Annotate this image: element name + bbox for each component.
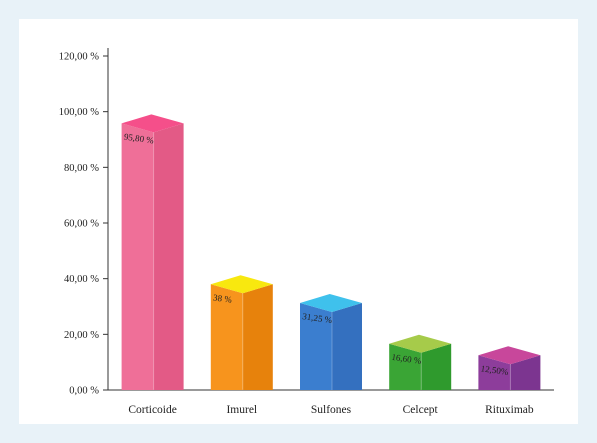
y-tick-label: 120,00 % <box>59 52 100 63</box>
bar-side <box>153 123 184 391</box>
bar-imurel <box>210 275 273 390</box>
bar-side <box>242 284 273 390</box>
y-tick-label: 100,00 % <box>59 107 100 118</box>
bar-top <box>121 114 184 133</box>
bar-side <box>421 343 452 390</box>
chart-panel: 0,00 % 20,00 % 40,00 % 60,00 % 80,00 % 100,00… <box>19 19 578 424</box>
bar-top <box>478 346 541 365</box>
bars <box>121 114 541 391</box>
category-label: Sulfones <box>311 404 352 416</box>
bar-front <box>478 355 511 390</box>
bar-front <box>210 284 243 390</box>
bar-rituximab <box>478 346 541 390</box>
bar-top <box>300 294 362 313</box>
y-tick-label: 0,00 % <box>69 386 99 397</box>
category-label: Corticoide <box>128 404 177 416</box>
data-label: 16,60 % <box>391 352 423 366</box>
y-tick-label: 20,00 % <box>64 330 99 341</box>
bar-front <box>121 123 154 391</box>
data-label: 95,80 % <box>123 131 155 145</box>
y-tick-label: 80,00 % <box>64 163 99 174</box>
data-label: 31,25 % <box>302 311 334 325</box>
bar-front <box>300 303 332 390</box>
bar-corticoide <box>121 114 184 391</box>
y-tick-label: 60,00 % <box>64 219 99 230</box>
category-label: Imurel <box>226 404 257 416</box>
bar-top <box>389 334 452 353</box>
bar-top <box>210 275 273 294</box>
bar-sulfones <box>300 294 362 390</box>
data-label: 38 % <box>213 292 233 305</box>
bar-chart: 0,00 % 20,00 % 40,00 % 60,00 % 80,00 % 100,00… <box>59 48 554 416</box>
bar-celcept <box>389 334 452 390</box>
data-label: 12,50% <box>480 363 509 377</box>
labels: 95,80 % Corticoide 38 % Imurel 31,25 % Sulfon… <box>123 131 534 416</box>
bar-front <box>389 343 422 390</box>
category-label: Celcept <box>403 404 439 416</box>
bar-side <box>332 303 362 390</box>
y-tick-label: 40,00 % <box>64 274 99 285</box>
category-label: Rituximab <box>485 404 534 416</box>
bar-side <box>510 355 541 390</box>
